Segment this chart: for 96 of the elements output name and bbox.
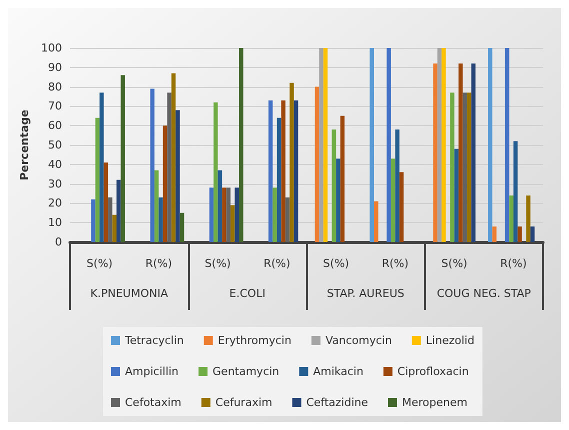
bar xyxy=(281,100,286,242)
bar xyxy=(294,100,298,242)
bar xyxy=(209,188,214,242)
legend-label: Cefuraxim xyxy=(215,396,272,409)
bar xyxy=(399,172,404,242)
y-tick-label: 50 xyxy=(48,138,62,152)
y-tick-label: 20 xyxy=(48,196,62,210)
y-tick-label: 40 xyxy=(48,158,62,171)
y-tick-label: 30 xyxy=(48,177,62,190)
bar xyxy=(442,48,446,242)
bar xyxy=(530,226,535,242)
bar xyxy=(450,92,454,242)
bar xyxy=(239,48,244,242)
bar xyxy=(504,48,510,242)
bar xyxy=(276,118,282,242)
x-tick-label: R(%) xyxy=(500,257,527,270)
y-axis-title: Percentage xyxy=(18,110,32,180)
bar xyxy=(374,201,378,242)
bar xyxy=(116,180,121,242)
bar xyxy=(370,48,374,242)
bar xyxy=(467,92,472,242)
y-tick-label: 80 xyxy=(48,80,62,94)
x-tick-label: R(%) xyxy=(264,257,290,270)
bar xyxy=(433,64,438,242)
bar xyxy=(319,48,324,242)
bar xyxy=(272,188,277,242)
bar xyxy=(336,158,340,242)
bar xyxy=(518,226,522,242)
bar xyxy=(158,197,163,242)
legend-label: Ciprofloxacin xyxy=(397,365,469,378)
bar xyxy=(112,214,117,242)
legend-label: Meropenem xyxy=(402,396,468,409)
bar xyxy=(285,197,290,242)
bar xyxy=(167,92,172,242)
bar xyxy=(437,48,442,242)
bar xyxy=(222,188,226,242)
legend-label: Ceftazidine xyxy=(306,396,368,409)
legend-label: Vancomycin xyxy=(325,334,392,347)
text: STAP. AUREUS xyxy=(326,287,404,300)
bar xyxy=(180,212,184,242)
text: COUG NEG. STAP xyxy=(436,287,532,300)
bar xyxy=(471,64,476,242)
bar xyxy=(340,116,345,242)
bar xyxy=(226,188,231,242)
legend-label: Gentamycin xyxy=(212,365,280,378)
bar xyxy=(492,226,496,242)
bar xyxy=(214,102,218,242)
bar xyxy=(458,64,463,242)
bar xyxy=(108,197,112,242)
bar xyxy=(234,188,239,242)
bar xyxy=(171,73,176,242)
bar xyxy=(323,48,328,242)
bar xyxy=(154,170,159,242)
legend-label: Tetracyclin xyxy=(124,334,184,347)
bar xyxy=(513,141,518,242)
legend-label: Amikacin xyxy=(313,365,364,378)
bar xyxy=(332,129,336,242)
y-tick-label: 60 xyxy=(48,119,62,132)
bar xyxy=(104,162,108,242)
text: E.COLI xyxy=(229,287,266,300)
bar xyxy=(488,48,492,242)
y-tick-label: 10 xyxy=(48,216,62,230)
x-tick-label: S(%) xyxy=(323,257,350,270)
y-tick-label: 70 xyxy=(48,100,62,113)
bar xyxy=(390,158,396,242)
x-tick-label: S(%) xyxy=(204,257,231,270)
bar xyxy=(162,126,168,242)
bar xyxy=(314,86,320,242)
x-tick-label: S(%) xyxy=(86,257,113,270)
x-tick-label: R(%) xyxy=(382,257,409,270)
bar xyxy=(395,129,400,242)
x-tick-label: S(%) xyxy=(441,257,468,270)
text: K.PNEUMONIA xyxy=(90,287,168,300)
bar xyxy=(91,199,96,242)
bar xyxy=(526,195,530,242)
bar xyxy=(95,118,100,242)
y-tick-label: 90 xyxy=(48,60,62,74)
bar xyxy=(509,195,514,242)
bar xyxy=(100,92,104,242)
bar xyxy=(454,148,459,242)
bar xyxy=(230,205,235,242)
legend-label: Ampicillin xyxy=(125,365,179,378)
bar xyxy=(120,75,125,242)
y-tick-label: 0 xyxy=(55,236,62,248)
x-tick-label: R(%) xyxy=(145,257,172,270)
legend-label: Linezolid xyxy=(426,334,474,347)
bar xyxy=(150,88,154,242)
legend-label: Cefotaxim xyxy=(125,396,182,409)
legend-label: Erythromycin xyxy=(218,334,292,347)
bar xyxy=(462,92,468,242)
bar xyxy=(176,110,180,242)
bar xyxy=(290,82,294,242)
bar xyxy=(218,170,222,242)
bar xyxy=(386,48,391,242)
bar xyxy=(268,100,273,242)
y-tick-label: 100 xyxy=(41,42,62,54)
